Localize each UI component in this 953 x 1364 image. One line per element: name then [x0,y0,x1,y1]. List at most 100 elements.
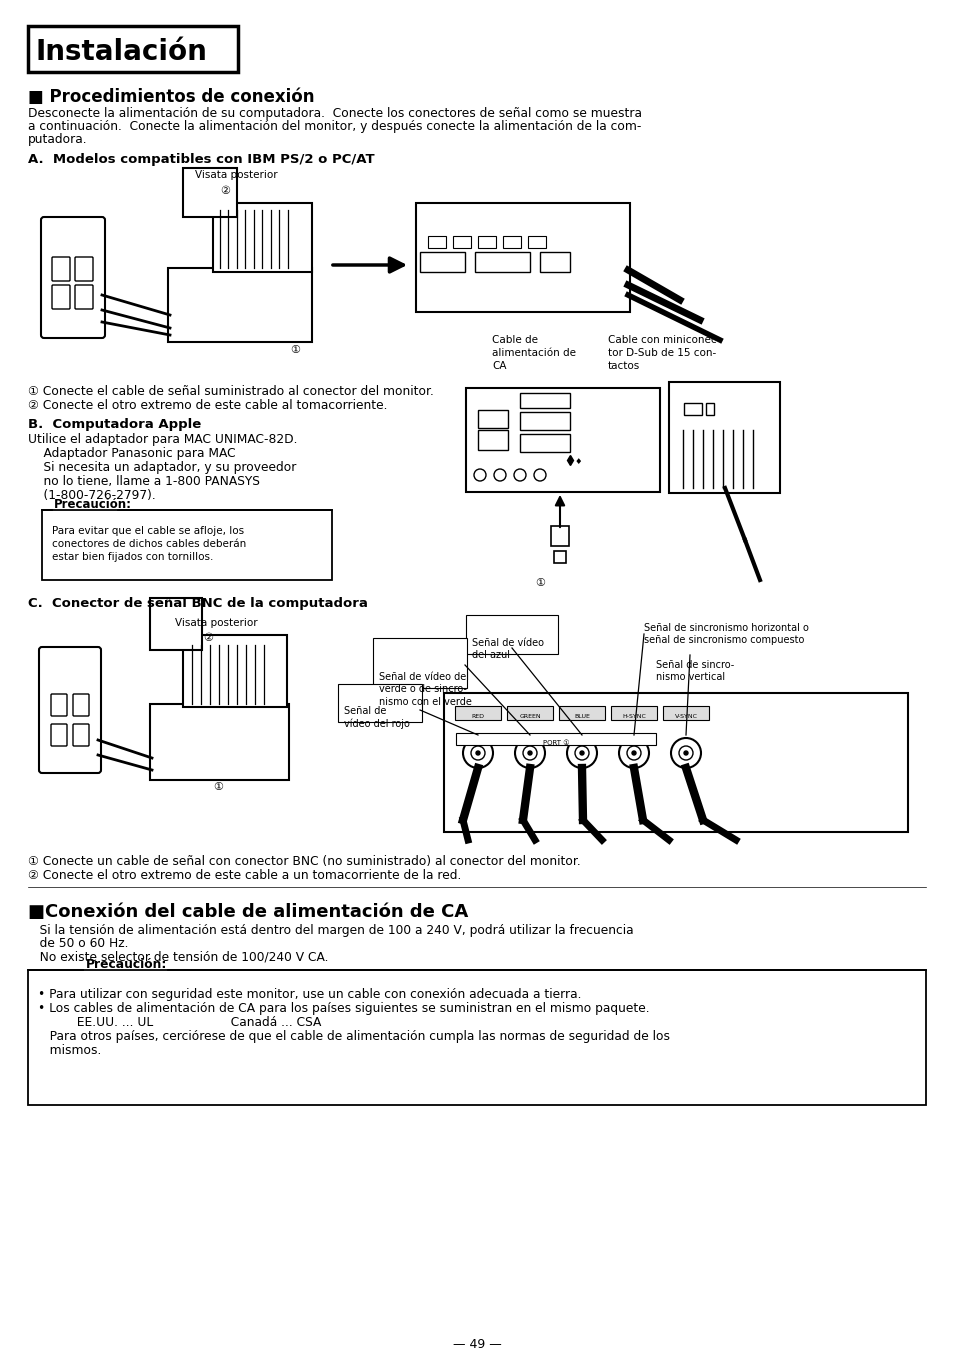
FancyBboxPatch shape [183,168,236,217]
Text: A.  Modelos compatibles con IBM PS/2 o PC/AT: A. Modelos compatibles con IBM PS/2 o PC… [28,153,375,166]
FancyBboxPatch shape [39,647,101,773]
Circle shape [579,752,583,756]
Text: Precaución:: Precaución: [54,498,132,512]
Bar [477,411,507,428]
Bar [428,236,446,248]
Text: ②: ② [203,633,213,642]
Bar [610,707,657,720]
Text: B.  Computadora Apple: B. Computadora Apple [28,417,201,431]
FancyBboxPatch shape [150,597,202,651]
Text: EE.UU. ... UL                    Canadá ... CSA: EE.UU. ... UL Canadá ... CSA [38,1016,321,1028]
Text: Visata posterior: Visata posterior [194,170,277,180]
FancyBboxPatch shape [51,724,67,746]
FancyBboxPatch shape [28,26,237,72]
Text: Señal de sincronismo horizontal o
señal de sincronismo compuesto: Señal de sincronismo horizontal o señal … [643,623,808,645]
Text: Si la tensión de alimentación está dentro del margen de 100 a 240 V, podrá utili: Si la tensión de alimentación está dentr… [28,923,633,937]
Text: • Los cables de alimentación de CA para los países siguientes se suministran en : • Los cables de alimentación de CA para … [38,1003,649,1015]
Bar [506,707,553,720]
FancyBboxPatch shape [51,694,67,716]
Text: ①: ① [213,782,223,792]
Bar [477,430,507,450]
Text: putadora.: putadora. [28,134,88,146]
Bar [502,236,520,248]
Text: mismos.: mismos. [38,1043,101,1057]
Text: a continuación.  Conecte la alimentación del monitor, y después conecte la alime: a continuación. Conecte la alimentación … [28,120,640,134]
Text: Señal de sincro-
nismo vertical: Señal de sincro- nismo vertical [656,660,734,682]
Text: H-SYNC: H-SYNC [621,713,645,719]
Text: ①: ① [535,578,544,588]
Text: Cable con miniconec-
tor D-Sub de 15 con-
tactos: Cable con miniconec- tor D-Sub de 15 con… [607,336,720,371]
Text: V-SYNC: V-SYNC [674,713,697,719]
Bar [453,236,471,248]
Text: ♦: ♦ [575,457,582,466]
Text: — 49 —: — 49 — [452,1338,501,1350]
Bar [519,393,569,408]
Circle shape [683,752,687,756]
Text: ① Conecte un cable de señal con conector BNC (no suministrado) al conector del m: ① Conecte un cable de señal con conector… [28,855,580,868]
Text: Señal de
vídeo del rojo: Señal de vídeo del rojo [344,707,410,728]
FancyBboxPatch shape [213,203,312,271]
FancyBboxPatch shape [183,636,287,707]
Text: C.  Conector de señal BNC de la computadora: C. Conector de señal BNC de la computado… [28,597,368,610]
Bar [519,434,569,451]
Text: • Para utilizar con seguridad este monitor, use un cable con conexión adecuada a: • Para utilizar con seguridad este monit… [38,988,581,1001]
FancyBboxPatch shape [150,704,289,780]
FancyBboxPatch shape [443,693,907,832]
FancyBboxPatch shape [75,285,92,310]
FancyBboxPatch shape [465,615,558,653]
Text: Señal de vídeo
del azul: Señal de vídeo del azul [472,638,543,660]
Bar [683,402,701,415]
Text: Adaptador Panasonic para MAC: Adaptador Panasonic para MAC [28,447,235,460]
FancyBboxPatch shape [554,551,565,563]
FancyBboxPatch shape [551,527,568,546]
FancyBboxPatch shape [52,285,70,310]
Bar [456,732,656,745]
Text: (1-800-726-2797).: (1-800-726-2797). [28,490,155,502]
Text: ②: ② [220,186,230,196]
Bar [477,236,496,248]
Text: ② Conecte el otro extremo de este cable al tomacorriente.: ② Conecte el otro extremo de este cable … [28,400,387,412]
Text: Cable de
alimentación de
CA: Cable de alimentación de CA [492,336,576,371]
Text: GREEN: GREEN [518,713,540,719]
FancyBboxPatch shape [41,217,105,338]
Text: Para otros países, cerciórese de que el cable de alimentación cumpla las normas : Para otros países, cerciórese de que el … [38,1030,669,1043]
FancyBboxPatch shape [75,256,92,281]
FancyBboxPatch shape [73,694,89,716]
Text: ② Conecte el otro extremo de este cable a un tomacorriente de la red.: ② Conecte el otro extremo de este cable … [28,869,461,883]
FancyBboxPatch shape [416,203,629,312]
FancyBboxPatch shape [28,970,925,1105]
Bar [539,252,569,271]
Text: no lo tiene, llame a 1-800 PANASYS: no lo tiene, llame a 1-800 PANASYS [28,475,259,488]
Text: ■ Procedimientos de conexión: ■ Procedimientos de conexión [28,89,314,106]
Text: BLUE: BLUE [574,713,589,719]
Bar [419,252,464,271]
Text: ①: ① [290,345,299,355]
Text: PORT ①: PORT ① [542,741,569,746]
FancyBboxPatch shape [668,382,780,492]
Bar [519,412,569,430]
Bar [527,236,545,248]
Text: Si necesita un adaptador, y su proveedor: Si necesita un adaptador, y su proveedor [28,461,296,475]
Text: Precaución:: Precaución: [86,958,167,971]
Text: Desconecte la alimentación de su computadora.  Conecte los conectores de señal c: Desconecte la alimentación de su computa… [28,106,641,120]
Bar [662,707,708,720]
Bar [475,252,530,271]
FancyBboxPatch shape [168,267,312,342]
Text: de 50 o 60 Hz.: de 50 o 60 Hz. [28,937,129,949]
FancyBboxPatch shape [373,638,467,687]
Bar [455,707,500,720]
FancyBboxPatch shape [52,256,70,281]
Text: conectores de dichos cables deberán: conectores de dichos cables deberán [52,539,246,548]
Text: Señal de vídeo del
verde o de sincro-
nismo con el verde: Señal de vídeo del verde o de sincro- ni… [378,672,472,707]
Text: ■Conexión del cable de alimentación de CA: ■Conexión del cable de alimentación de C… [28,903,468,921]
Text: No existe selector de tensión de 100/240 V CA.: No existe selector de tensión de 100/240… [28,951,328,964]
Circle shape [631,752,636,756]
Text: Utilice el adaptador para MAC UNIMAC-82D.: Utilice el adaptador para MAC UNIMAC-82D… [28,432,297,446]
Text: Instalación: Instalación [36,38,208,65]
Text: RED: RED [471,713,484,719]
FancyBboxPatch shape [73,724,89,746]
Text: Para evitar que el cable se afloje, los: Para evitar que el cable se afloje, los [52,527,244,536]
FancyBboxPatch shape [465,387,659,492]
Text: estar bien fijados con tornillos.: estar bien fijados con tornillos. [52,552,213,562]
Text: Visata posterior: Visata posterior [174,618,257,627]
